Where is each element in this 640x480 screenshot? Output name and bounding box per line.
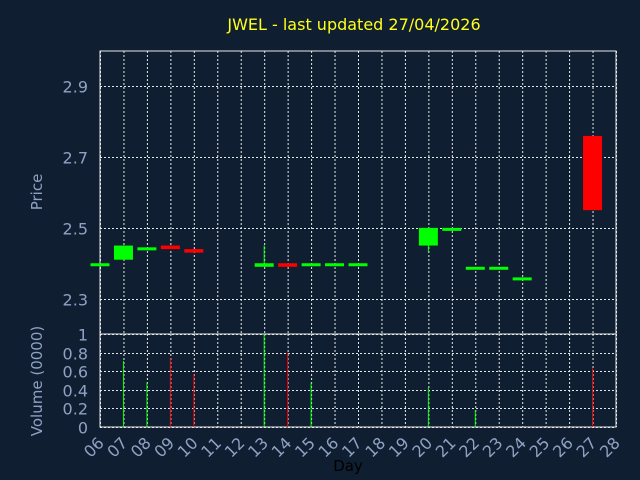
candle-body xyxy=(278,263,298,267)
volume-tick-label: 0.6 xyxy=(63,363,88,382)
volume-tick-label: 0.8 xyxy=(63,345,88,364)
price-tick-label: 2.3 xyxy=(63,291,88,310)
price-tick-label: 2.7 xyxy=(63,149,88,168)
candle-body xyxy=(184,249,204,253)
candle-body xyxy=(418,227,438,246)
price-axis-label: Price xyxy=(28,174,46,211)
volume-tick-label: 0.2 xyxy=(63,400,88,419)
candle-body xyxy=(512,277,532,281)
candle-body xyxy=(90,263,110,267)
x-axis-label: Day xyxy=(333,457,363,475)
volume-axis-label: Volume (0000) xyxy=(28,326,46,436)
candle-body xyxy=(489,266,509,270)
candle-body xyxy=(442,227,462,231)
chart-title: JWEL - last updated 27/04/2026 xyxy=(226,15,480,34)
price-panel: 2.3 2.5 2.7 2.9 xyxy=(63,50,617,335)
volume-tick-label: 1 xyxy=(78,326,88,345)
price-tick-label: 2.9 xyxy=(63,78,88,97)
candle-body xyxy=(137,247,157,251)
candle-body xyxy=(325,263,345,267)
candle-body xyxy=(465,266,485,270)
volume-tick-label: 0 xyxy=(78,419,88,438)
volume-panel: 00.20.40.60.8106070809101112131415161718… xyxy=(63,326,624,462)
candle-body xyxy=(301,263,321,267)
volume-tick-label: 0.4 xyxy=(63,382,88,401)
candle-body xyxy=(113,245,133,260)
candle-body xyxy=(348,263,368,267)
price-tick-label: 2.5 xyxy=(63,220,88,239)
candle-body xyxy=(583,135,603,211)
candle-body xyxy=(160,245,180,250)
day-tick-label: 28 xyxy=(596,433,624,461)
candle-body xyxy=(254,263,274,267)
